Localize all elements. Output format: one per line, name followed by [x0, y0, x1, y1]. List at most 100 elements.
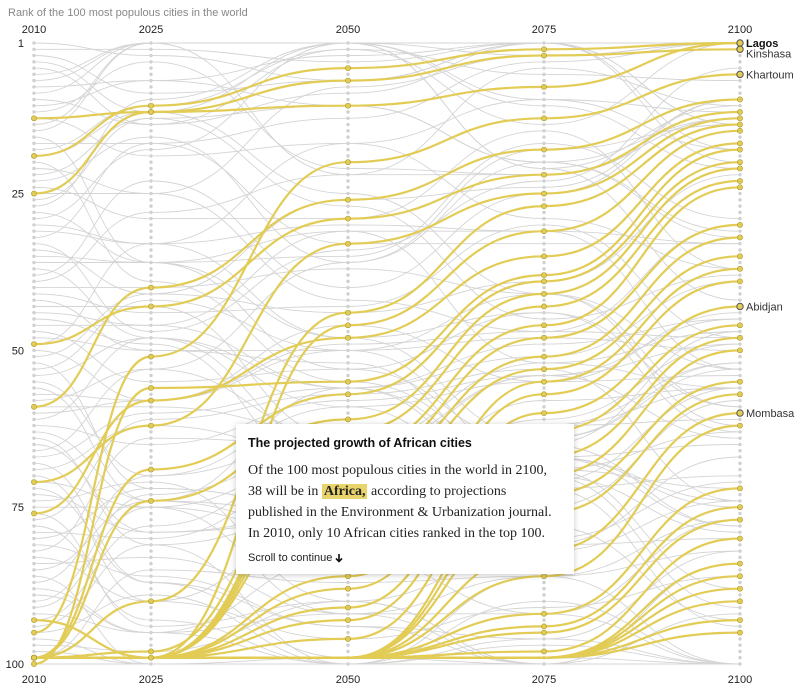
rank-dot	[346, 649, 350, 654]
background-city-line	[33, 42, 741, 238]
x-axis-top: 2010 2025 2050 2075 2100	[22, 24, 752, 36]
african-city-point	[148, 109, 154, 115]
rank-dot	[738, 285, 742, 290]
african-city-point	[541, 171, 547, 178]
african-city-point	[541, 410, 547, 416]
african-city-point	[345, 391, 351, 398]
rank-dot	[738, 637, 742, 641]
x-tick-top-2075: 2075	[532, 24, 556, 36]
rank-dot	[542, 405, 546, 409]
rank-dot	[738, 135, 742, 139]
background-city-line	[33, 61, 741, 176]
african-city-point	[541, 46, 547, 53]
african-city-point	[345, 585, 351, 592]
rank-dot	[149, 166, 153, 171]
rank-dot	[149, 518, 153, 522]
background-city-line	[33, 42, 741, 169]
background-city-line	[34, 42, 741, 151]
rank-dot	[149, 223, 153, 227]
rank-dot	[346, 129, 350, 133]
city-marker-kinshasa	[736, 45, 744, 53]
african-city-point	[541, 203, 547, 209]
african-city-point	[541, 378, 547, 385]
rank-dot	[738, 204, 742, 208]
african-city-point	[737, 617, 743, 623]
city-marker-mombasa	[736, 409, 744, 417]
african-city-point	[541, 115, 547, 122]
chart-subtitle: Rank of the 100 most populous cities in …	[8, 7, 248, 19]
x-tick-top-2025: 2025	[139, 24, 163, 36]
african-city-point	[737, 378, 743, 385]
african-city-point	[737, 121, 743, 128]
africa-highlight[interactable]: Africa,	[321, 484, 368, 499]
y-axis: 1 25 50 75 100	[6, 38, 24, 671]
background-city-line	[33, 337, 741, 527]
rank-dot	[149, 204, 153, 208]
city-label-kinshasa: Kinshasa	[746, 48, 792, 60]
rank-dot	[542, 285, 546, 290]
rank-dot	[149, 317, 153, 321]
info-body-start: Of the 100 most populous cities in the w…	[248, 463, 548, 499]
rank-dot	[346, 97, 350, 102]
african-city-line-5	[33, 110, 741, 346]
african-city-point	[737, 334, 743, 341]
rank-dot	[149, 273, 153, 277]
city-marker-lagos	[736, 39, 744, 47]
rank-dot	[738, 53, 742, 58]
african-city-point	[737, 322, 743, 329]
african-city-point	[345, 604, 351, 611]
rank-dot	[149, 612, 153, 616]
african-city-point	[737, 115, 743, 122]
city-marker-abidjan	[736, 302, 744, 311]
info-card: The projected growth of African cities O…	[236, 424, 574, 574]
african-city-point	[148, 102, 154, 109]
rank-dot	[149, 455, 153, 459]
african-city-point	[737, 485, 743, 492]
rank-dot	[346, 72, 350, 77]
rank-dot	[542, 386, 546, 390]
x-tick-bottom-2025: 2025	[139, 674, 163, 686]
city-label-khartoum: Khartoum	[746, 69, 794, 81]
african-city-point	[345, 617, 351, 623]
info-body: Of the 100 most populous cities in the w…	[248, 460, 562, 544]
rank-dot	[542, 260, 546, 265]
african-city-point	[345, 159, 351, 166]
rank-dot	[738, 91, 742, 95]
rank-dot	[738, 198, 742, 202]
african-city-point	[541, 334, 547, 341]
african-city-point	[737, 347, 743, 354]
rank-dot	[738, 555, 742, 560]
rank-dot	[346, 235, 350, 240]
rank-dot	[542, 235, 546, 240]
african-city-point	[31, 190, 37, 197]
rank-dot	[149, 461, 153, 465]
african-city-point	[541, 278, 547, 285]
african-city-point	[345, 77, 351, 84]
rank-dot	[738, 85, 742, 89]
african-city-point	[541, 623, 547, 630]
rank-dot	[738, 580, 742, 585]
background-city-line	[33, 299, 741, 533]
background-city-line	[33, 211, 741, 408]
x-tick-bottom-2050: 2050	[336, 674, 360, 686]
rank-dot	[542, 248, 546, 252]
african-city-point	[148, 397, 154, 404]
rank-dot	[346, 135, 350, 139]
background-city-line	[33, 331, 741, 527]
rank-dot	[542, 348, 546, 353]
african-city-point	[148, 303, 154, 310]
african-city-point	[31, 629, 37, 636]
african-city-point	[31, 341, 37, 347]
rank-dot	[346, 317, 350, 321]
african-city-point	[541, 291, 547, 297]
background-city-line	[33, 230, 741, 389]
scroll-to-continue[interactable]: Scroll to continue	[248, 552, 562, 564]
rank-dot	[542, 593, 546, 597]
rank-dot	[738, 354, 742, 359]
african-city-line-0	[33, 41, 741, 120]
rank-dot	[346, 210, 350, 215]
rank-dot	[149, 430, 153, 434]
african-city-point	[737, 165, 743, 172]
rank-dot	[738, 511, 742, 516]
african-city-point	[541, 322, 547, 329]
